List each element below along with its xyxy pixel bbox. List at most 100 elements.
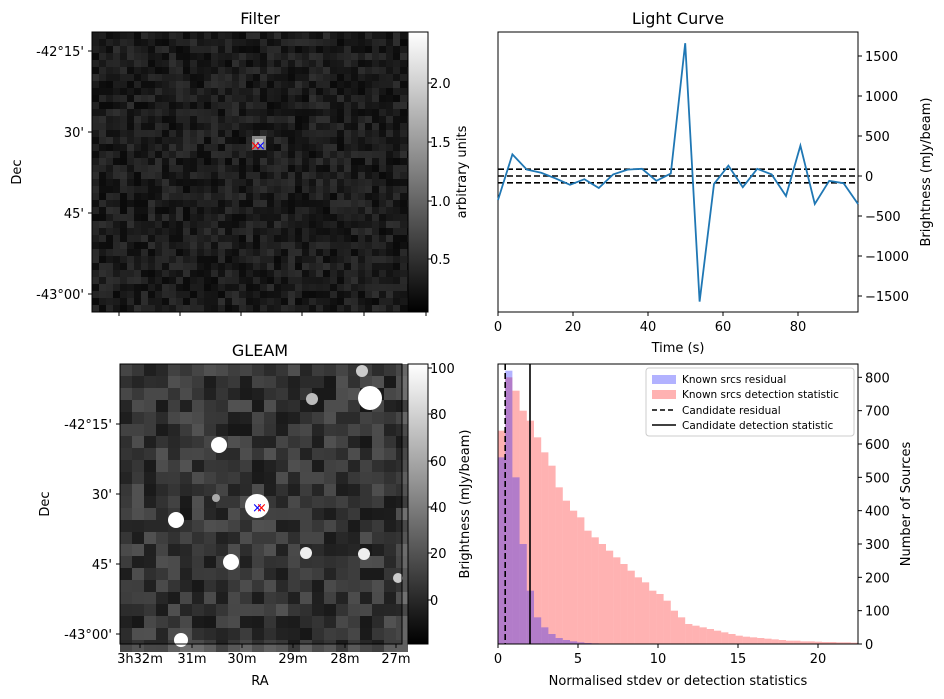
filter-pixel <box>141 249 148 256</box>
gleam-pixel <box>132 484 144 496</box>
filter-pixel <box>155 200 162 207</box>
filter-pixel <box>351 235 358 242</box>
filter-pixel <box>99 67 106 74</box>
gleam-pixel <box>240 592 252 604</box>
filter-pixel <box>148 277 155 284</box>
filter-pixel <box>344 144 351 151</box>
filter-pixel <box>351 193 358 200</box>
gleam-pixel <box>132 472 144 484</box>
filter-pixel <box>92 116 99 123</box>
filter-pixel <box>337 284 344 291</box>
filter-pixel <box>148 200 155 207</box>
filter-pixel <box>260 207 267 214</box>
filter-pixel <box>302 284 309 291</box>
gleam-pixel <box>252 532 264 544</box>
lightcurve-xtick-label: 80 <box>790 320 807 335</box>
filter-pixel <box>204 284 211 291</box>
lightcurve-ylabel: Brightness (mJy/beam) <box>919 98 934 247</box>
filter-pixel <box>169 123 176 130</box>
filter-pixel <box>323 60 330 67</box>
filter-pixel <box>302 165 309 172</box>
filter-pixel <box>344 291 351 298</box>
filter-pixel <box>302 172 309 179</box>
filter-pixel <box>162 214 169 221</box>
filter-pixel <box>99 158 106 165</box>
gleam-ytick-label: -43°00' <box>64 628 112 643</box>
filter-pixel <box>120 207 127 214</box>
filter-pixel <box>365 207 372 214</box>
filter-pixel <box>106 228 113 235</box>
filter-pixel <box>379 172 386 179</box>
gleam-pixel <box>228 544 240 556</box>
filter-pixel <box>330 32 337 39</box>
filter-pixel <box>127 116 134 123</box>
filter-cbar-tick: 1.0 <box>430 195 451 210</box>
filter-pixel <box>365 291 372 298</box>
filter-pixel <box>183 207 190 214</box>
gleam-pixel <box>300 424 312 436</box>
gleam-pixel <box>132 412 144 424</box>
filter-pixel <box>239 151 246 158</box>
histogram-bar-detection <box>750 637 758 644</box>
filter-pixel <box>400 144 407 151</box>
gleam-pixel <box>360 604 372 616</box>
filter-pixel <box>204 256 211 263</box>
filter-pixel <box>337 39 344 46</box>
filter-pixel <box>148 284 155 291</box>
gleam-pixel <box>276 580 288 592</box>
filter-pixel <box>372 172 379 179</box>
filter-pixel <box>197 102 204 109</box>
lightcurve-xtick-label: 60 <box>715 320 732 335</box>
filter-pixel <box>400 270 407 277</box>
filter-pixel <box>211 32 218 39</box>
filter-pixel <box>155 235 162 242</box>
histogram-bar-detection <box>728 634 736 644</box>
filter-pixel <box>288 158 295 165</box>
filter-pixel <box>316 172 323 179</box>
filter-pixel <box>211 235 218 242</box>
lightcurve-x-ticks: 0 20 40 60 80 <box>494 312 806 335</box>
gleam-pixel <box>348 520 360 532</box>
filter-pixel <box>120 165 127 172</box>
filter-pixel <box>309 74 316 81</box>
filter-pixel <box>386 123 393 130</box>
filter-pixel <box>113 228 120 235</box>
histogram-bar-detection <box>793 640 801 644</box>
filter-pixel <box>218 263 225 270</box>
filter-pixel <box>344 242 351 249</box>
filter-pixel <box>246 165 253 172</box>
filter-pixel <box>400 298 407 305</box>
gleam-pixel <box>348 436 360 448</box>
filter-pixel <box>211 46 218 53</box>
histogram-bar-detection <box>822 642 830 644</box>
filter-pixel <box>288 116 295 123</box>
filter-pixel <box>218 228 225 235</box>
filter-pixel <box>323 165 330 172</box>
filter-pixel <box>288 74 295 81</box>
gleam-pixel <box>120 376 132 388</box>
filter-pixel <box>225 193 232 200</box>
filter-pixel <box>309 53 316 60</box>
filter-pixel <box>225 130 232 137</box>
gleam-pixel <box>288 400 300 412</box>
filter-pixel <box>260 60 267 67</box>
filter-pixel <box>211 207 218 214</box>
filter-pixel <box>141 60 148 67</box>
filter-y-ticks: -42°15' 30' 45' -43°00' <box>36 45 92 303</box>
gleam-pixel <box>144 568 156 580</box>
filter-pixel <box>113 60 120 67</box>
gleam-pixel <box>156 520 168 532</box>
filter-pixel <box>155 228 162 235</box>
filter-pixel <box>113 32 120 39</box>
gleam-pixel <box>132 400 144 412</box>
filter-pixel <box>183 46 190 53</box>
filter-pixel <box>358 102 365 109</box>
filter-pixel <box>337 116 344 123</box>
filter-pixel <box>365 158 372 165</box>
filter-pixel <box>358 228 365 235</box>
gleam-pixel <box>360 616 372 628</box>
filter-pixel <box>253 130 260 137</box>
histogram-bar-detection <box>606 550 614 644</box>
filter-pixel <box>400 60 407 67</box>
filter-pixel <box>365 284 372 291</box>
